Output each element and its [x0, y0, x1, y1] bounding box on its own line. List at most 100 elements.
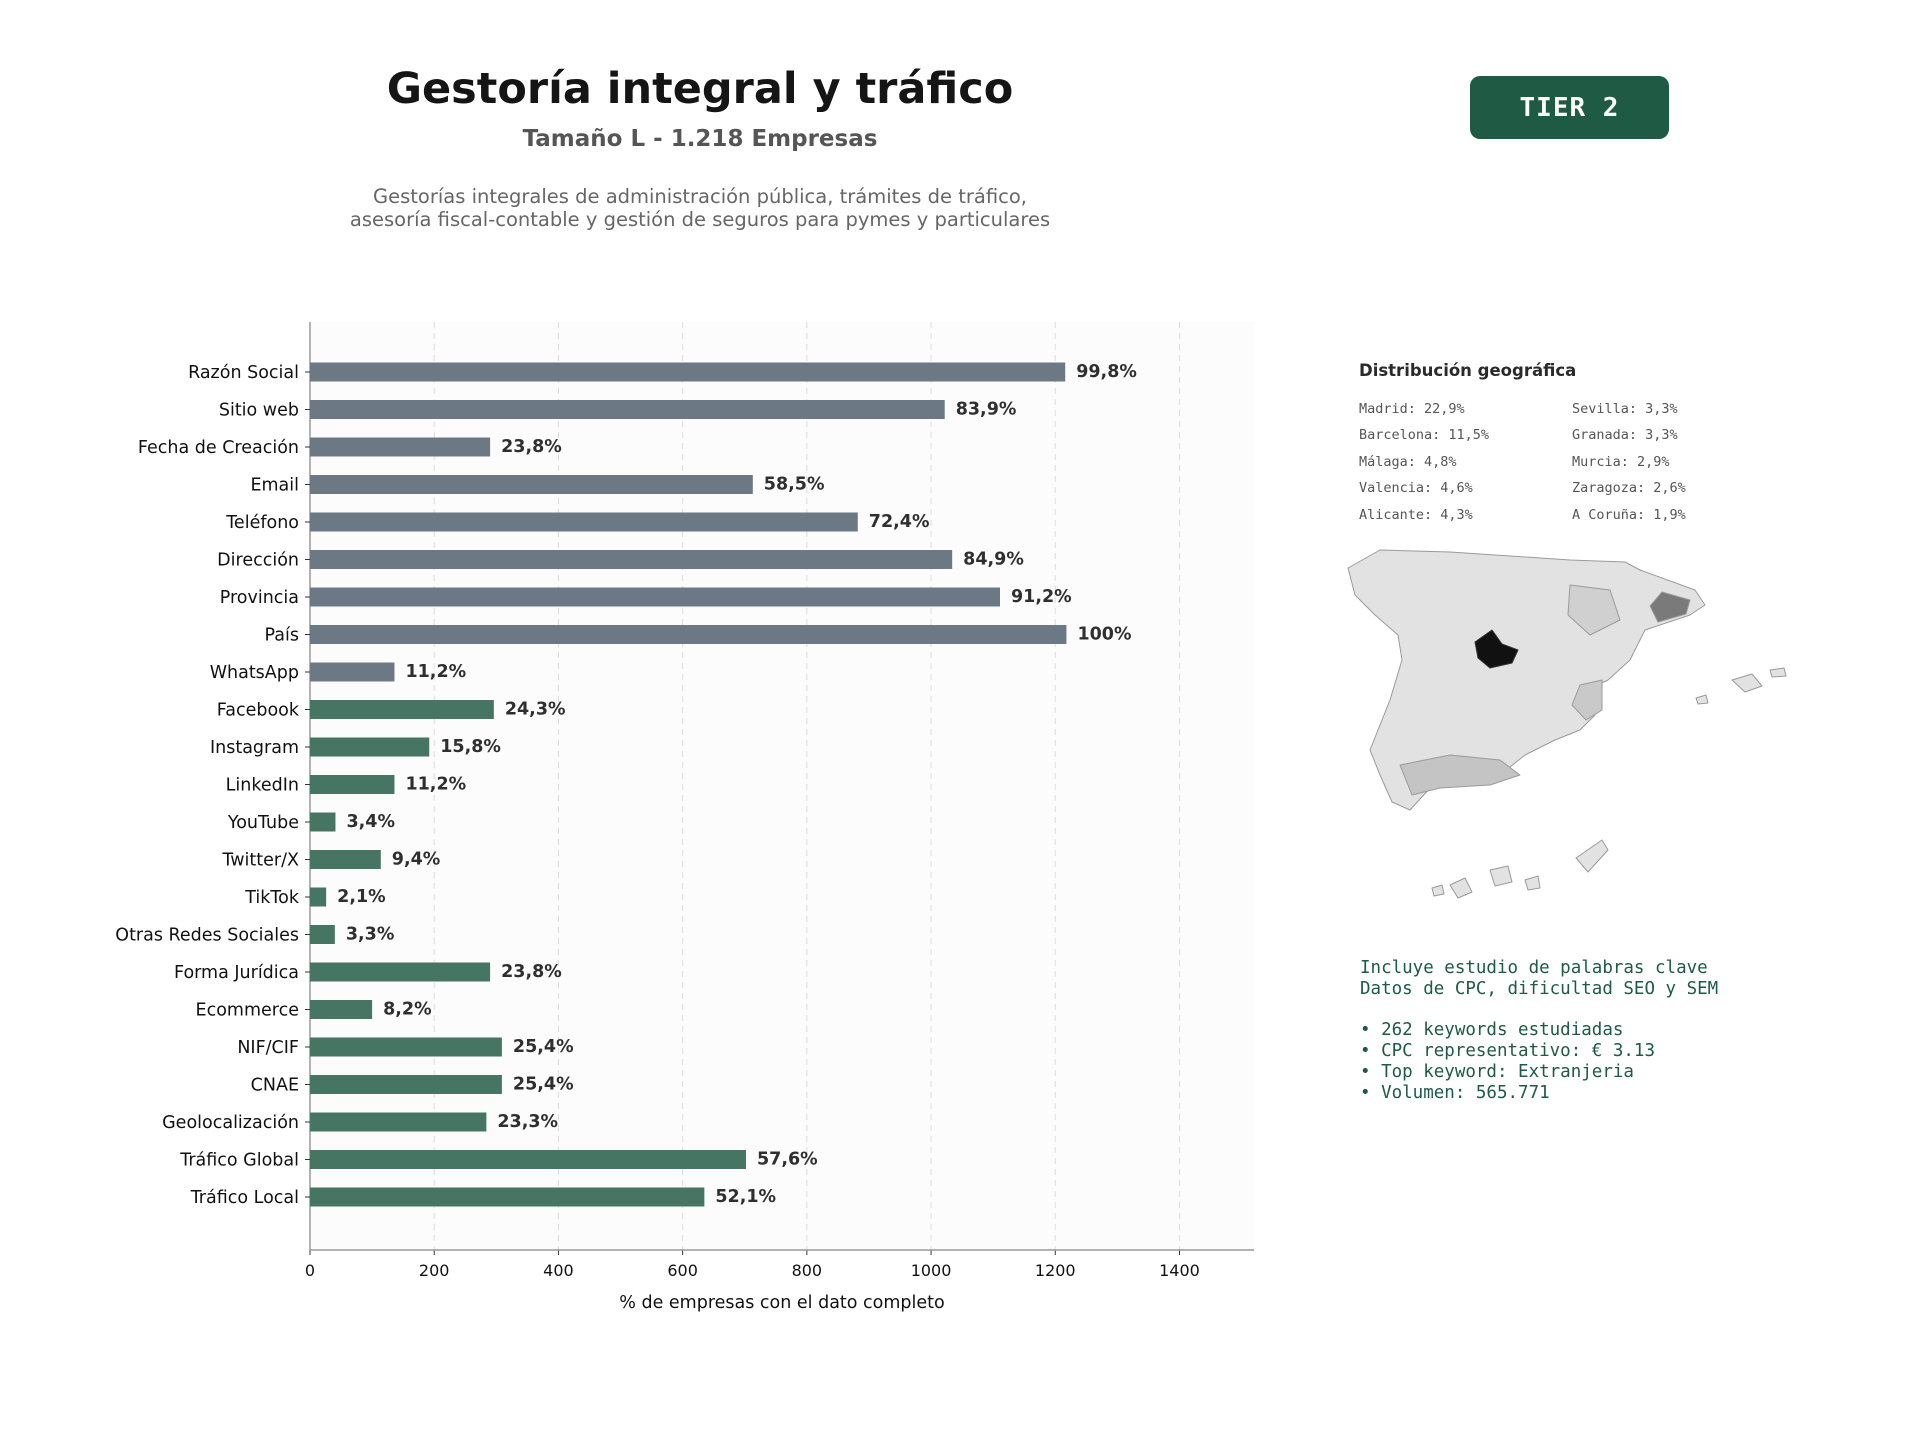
bar [310, 737, 430, 757]
data-label: 23,3% [497, 1112, 558, 1132]
category-label: Teléfono [225, 513, 299, 533]
keyword-bullet: • Top keyword: Extranjeria [1360, 1062, 1634, 1082]
bar [310, 887, 327, 907]
x-tick-label: 600 [667, 1261, 698, 1280]
keywords-panel: Incluye estudio de palabras clave Datos … [1360, 958, 1718, 1104]
x-tick-label: 800 [792, 1261, 823, 1280]
data-label: 91,2% [1011, 587, 1072, 607]
data-label: 2,1% [337, 887, 386, 907]
bar [310, 962, 491, 982]
geo-entry: Barcelona: 11,5% [1359, 427, 1490, 444]
category-label: Tráfico Local [190, 1188, 299, 1208]
tier-badge: TIER 2 [1470, 76, 1669, 139]
geo-entry: Murcia: 2,9% [1572, 453, 1670, 470]
data-label: 24,3% [505, 700, 566, 720]
completeness-bar-chart: 0 200 400 600 800 1000 1200 1400 Razón Social 99,… [115, 322, 1254, 1313]
bar [310, 1150, 746, 1169]
bar [310, 850, 381, 869]
map-balearics [1731, 673, 1763, 693]
category-label: Sitio web [219, 401, 299, 421]
map-canarias-2 [1489, 865, 1513, 887]
geo-entry: Sevilla: 3,3% [1572, 401, 1678, 417]
bar [310, 700, 494, 719]
category-label: País [265, 626, 299, 646]
category-label: CNAE [251, 1076, 299, 1096]
data-label: 58,5% [764, 475, 825, 495]
category-label: Fecha de Creación [138, 438, 299, 458]
x-tick-label: 1200 [1035, 1261, 1076, 1280]
category-label: Forma Jurídica [174, 963, 299, 983]
bar [310, 925, 335, 944]
map-canarias-5 [1431, 884, 1445, 897]
data-label: 11,2% [405, 775, 466, 795]
bar [310, 1000, 373, 1019]
bar [310, 1075, 502, 1094]
map-canarias-3 [1524, 875, 1541, 891]
x-tick-label: 1000 [911, 1261, 952, 1280]
data-label: 83,9% [956, 400, 1017, 420]
data-label: 3,3% [346, 925, 395, 945]
category-label: Provincia [220, 588, 299, 608]
bar [310, 1037, 502, 1057]
geo-distribution-list: Madrid: 22,9% Sevilla: 3,3% Barcelona: 1… [1359, 396, 1759, 528]
page-title: Gestoría integral y tráfico [386, 64, 1014, 114]
map-valencia [1571, 679, 1603, 721]
geo-entry: Alicante: 4,3% [1359, 506, 1473, 523]
data-label: 3,4% [346, 812, 395, 832]
category-label: Geolocalización [162, 1113, 299, 1133]
category-label: Dirección [217, 551, 299, 571]
data-label: 25,4% [513, 1037, 574, 1057]
x-tick-label: 0 [305, 1261, 315, 1280]
data-label: 72,4% [869, 512, 930, 532]
data-label: 9,4% [392, 850, 441, 870]
data-label: 99,8% [1076, 362, 1137, 382]
x-tick-label: 400 [543, 1261, 574, 1280]
category-label: LinkedIn [226, 776, 299, 796]
bar [310, 812, 336, 832]
geo-entry: A Coruña: 1,9% [1572, 506, 1686, 523]
map-andalucia [1399, 754, 1521, 796]
map-canarias-1 [1449, 877, 1473, 899]
x-axis-title: % de empresas con el dato completo [619, 1293, 944, 1313]
keyword-bullet: • Volumen: 565.771 [1360, 1083, 1550, 1103]
category-label: TikTok [244, 888, 300, 908]
spain-map [1347, 549, 1787, 899]
category-label: Facebook [217, 701, 300, 721]
data-label: 15,8% [440, 737, 501, 757]
category-label: Instagram [210, 738, 299, 758]
data-label: 25,4% [513, 1075, 574, 1095]
geo-entry: Valencia: 4,6% [1359, 480, 1473, 497]
bar [310, 550, 953, 569]
category-label: Razón Social [188, 363, 299, 383]
keywords-line-1: Incluye estudio de palabras clave [1360, 958, 1708, 978]
data-label: 23,8% [501, 437, 562, 457]
bar [310, 437, 491, 457]
bar [310, 662, 395, 682]
map-menorca [1769, 667, 1787, 678]
geo-title: Distribución geográfica [1359, 361, 1577, 380]
keyword-bullet: • 262 keywords estudiadas [1360, 1020, 1624, 1040]
page-description: Gestorías integrales de administración p… [349, 185, 1051, 231]
geo-entry: Zaragoza: 2,6% [1572, 480, 1686, 497]
bar [310, 625, 1067, 644]
keyword-bullet: • CPC representativo: € 3.13 [1360, 1041, 1656, 1061]
category-label: Email [250, 476, 299, 496]
bar [310, 512, 858, 532]
category-label: Tráfico Global [179, 1151, 299, 1171]
bar [310, 587, 1000, 607]
category-label: Twitter/X [221, 851, 299, 871]
page-subtitle: Tamaño L - 1.218 Empresas [522, 126, 878, 152]
bar [310, 475, 753, 494]
map-canarias-4 [1575, 839, 1609, 873]
bar [310, 362, 1066, 382]
geo-entry: Granada: 3,3% [1572, 427, 1678, 444]
category-label: NIF/CIF [237, 1038, 299, 1058]
map-madrid [1474, 629, 1519, 669]
data-label: 57,6% [757, 1150, 818, 1170]
keywords-line-2: Datos de CPC, dificultad SEO y SEM [1360, 979, 1719, 999]
x-tick-label: 1400 [1159, 1261, 1200, 1280]
category-label: YouTube [227, 813, 299, 833]
map-barcelona [1649, 591, 1691, 623]
category-label: WhatsApp [210, 663, 299, 683]
map-mainland [1347, 549, 1706, 811]
